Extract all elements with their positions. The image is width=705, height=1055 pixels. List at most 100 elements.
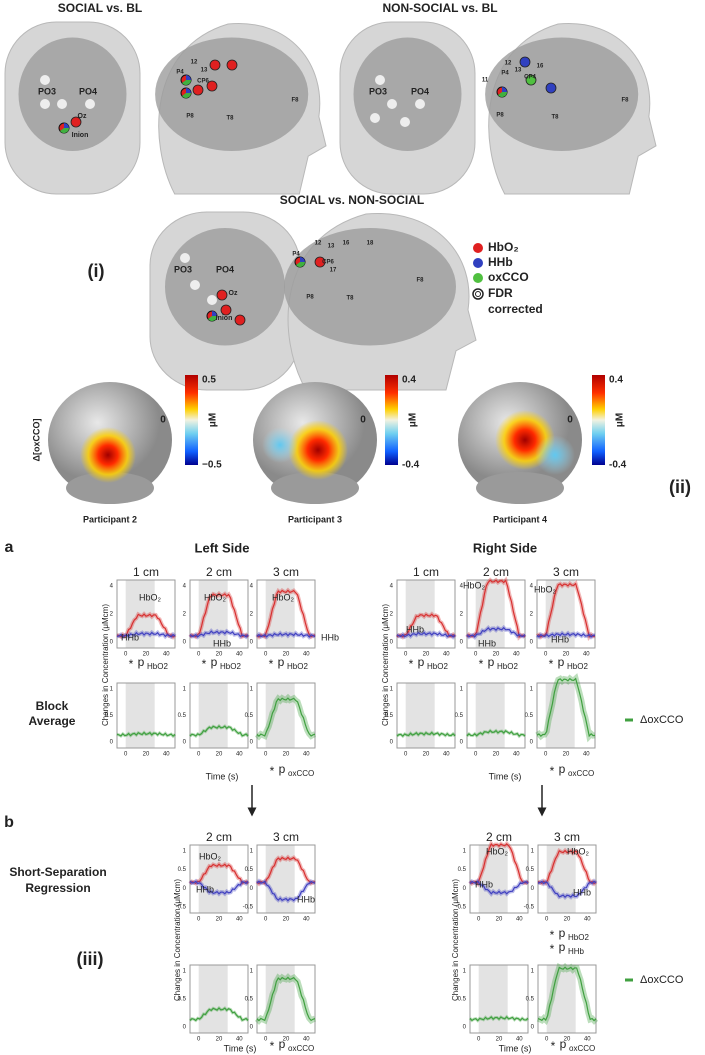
x-tick-label: 20 xyxy=(283,652,290,658)
signal xyxy=(189,1007,249,1022)
y-tick-label: 1 xyxy=(530,687,534,693)
head-model xyxy=(339,21,476,195)
panel-title: SOCIAL vs. BL xyxy=(58,1,142,15)
stim-period xyxy=(198,845,228,913)
colorbar-unit: μM xyxy=(615,413,626,427)
plot-frame xyxy=(189,844,249,914)
channel xyxy=(190,280,200,290)
signal-label: HHb xyxy=(297,894,315,904)
p-label: p xyxy=(278,655,285,669)
x-tick-label: 20 xyxy=(496,1037,503,1043)
electrode-label: 17 xyxy=(330,268,337,274)
y-tick-label: 1 xyxy=(110,687,114,693)
channel xyxy=(300,257,305,262)
legend-marker xyxy=(472,288,484,300)
row-label: Block xyxy=(36,699,69,713)
y-tick-label: 0 xyxy=(183,740,187,746)
channel xyxy=(212,311,217,316)
signal-label: HHb xyxy=(196,884,214,894)
distance-title: 3 cm xyxy=(273,830,299,844)
electrode-label: P4 xyxy=(176,70,184,76)
channel xyxy=(502,87,507,92)
y-tick-label: 0.5 xyxy=(105,713,114,719)
y-tick-label: 0.5 xyxy=(455,713,464,719)
signal xyxy=(256,856,316,885)
x-tick-label: 40 xyxy=(236,652,243,658)
legend-marker xyxy=(475,291,481,297)
y-axis-label: Changes in Concentration (μMcm) xyxy=(451,879,460,1001)
channel xyxy=(180,253,190,263)
x-tick-label: 0 xyxy=(264,917,268,923)
row-label: Average xyxy=(29,714,76,728)
stim-period xyxy=(545,683,575,748)
y-tick-label: 4 xyxy=(390,584,394,590)
distance-title: 2 cm xyxy=(486,830,512,844)
electrode-label: P4 xyxy=(292,252,300,258)
signal-label: HbO₂ xyxy=(534,584,557,594)
plot-frame xyxy=(469,964,529,1034)
y-tick-label: 0 xyxy=(110,740,114,746)
cerebellum xyxy=(476,472,564,504)
colorbar-tick: -0.4 xyxy=(402,460,420,471)
signal xyxy=(116,613,176,638)
electrode-label: PO4 xyxy=(216,264,234,274)
y-tick-label: 2 xyxy=(530,612,534,618)
signal xyxy=(189,630,249,638)
colorbar-tick: 0.4 xyxy=(609,375,623,386)
electrode-label: PO4 xyxy=(79,86,97,96)
plot-frame xyxy=(256,579,316,649)
y-tick-label: 2 xyxy=(183,612,187,618)
legend-marker xyxy=(473,243,483,253)
significance-star: * xyxy=(550,764,555,778)
channel xyxy=(415,99,425,109)
electrode-label: 11 xyxy=(482,78,489,84)
x-tick-label: 0 xyxy=(264,652,268,658)
y-tick-label: 1 xyxy=(463,969,467,975)
signal xyxy=(256,589,316,638)
y-tick-label: 0 xyxy=(463,886,467,892)
significance-star: * xyxy=(551,1039,556,1053)
y-tick-label: 1 xyxy=(531,849,535,855)
x-tick-label: 20 xyxy=(423,752,430,758)
channel xyxy=(209,59,221,71)
y-tick-label: 4 xyxy=(460,584,464,590)
y-tick-label: 0 xyxy=(250,886,254,892)
signal xyxy=(256,976,316,1022)
x-tick-label: 40 xyxy=(236,917,243,923)
x-tick-label: 40 xyxy=(303,917,310,923)
y-axis-label: Changes in Concentration (μMcm) xyxy=(173,879,182,1001)
channel xyxy=(234,314,246,326)
x-tick-label: 0 xyxy=(197,1037,201,1043)
p-subscript: HbO2 xyxy=(567,662,588,671)
channel xyxy=(85,99,95,109)
y-tick-label: 1 xyxy=(250,849,254,855)
electrode-label: 12 xyxy=(315,241,322,247)
channel xyxy=(519,56,531,68)
significance-star: * xyxy=(550,928,555,942)
stim-period xyxy=(198,683,228,748)
legend-label: ΔoxCCO xyxy=(640,714,684,726)
plot-frame xyxy=(189,579,249,649)
electrode-label: 13 xyxy=(201,68,208,74)
channel xyxy=(525,74,537,86)
x-tick-label: 0 xyxy=(545,1037,549,1043)
brain xyxy=(485,37,639,152)
p-subscript: oxCCO xyxy=(568,769,594,778)
y-tick-label: 0.5 xyxy=(178,867,187,873)
colorbar-tick: 0.4 xyxy=(402,375,416,386)
significance-star: * xyxy=(270,1039,275,1053)
channel xyxy=(370,113,380,123)
y-tick-label: 0 xyxy=(183,640,187,646)
y-tick-label: 0 xyxy=(250,640,254,646)
y-tick-label: 1 xyxy=(460,687,464,693)
panel-label: (iii) xyxy=(77,949,104,969)
signal-label: HbO₂ xyxy=(139,592,162,602)
electrode-label: 18 xyxy=(367,241,374,247)
channel xyxy=(545,82,557,94)
x-axis-label: Time (s) xyxy=(206,771,239,781)
legend-label: HbO₂ xyxy=(488,240,519,254)
signal-label: HHb xyxy=(121,632,139,642)
electrode-label: 12 xyxy=(505,61,512,67)
colorbar-unit: μM xyxy=(208,413,219,427)
